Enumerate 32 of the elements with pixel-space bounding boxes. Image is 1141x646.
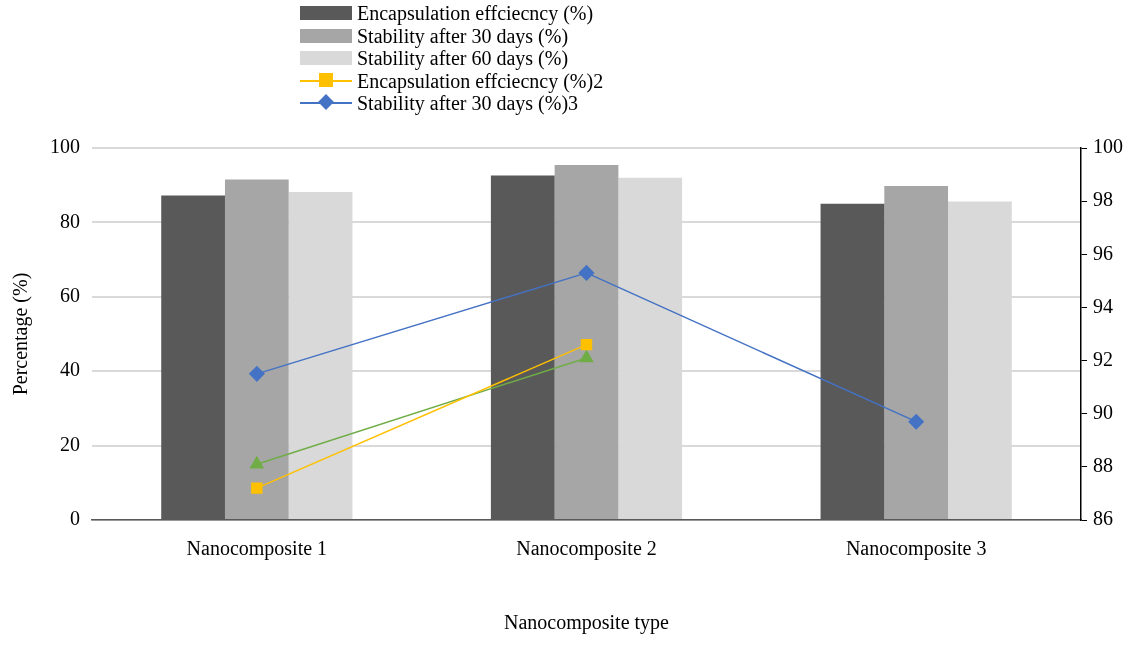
y2-tick-label: 98 (1093, 188, 1113, 211)
y2-tick-label: 86 (1093, 507, 1113, 530)
y2-tick-label: 96 (1093, 241, 1113, 264)
legend-label: Stability after 60 days (%) (357, 47, 569, 70)
y2-tick-label: 100 (1093, 135, 1123, 158)
legend-label: Encapsulation effciecncy (%) (357, 2, 594, 25)
y-tick-label: 20 (60, 432, 80, 455)
point (908, 413, 924, 430)
y-tick-label: 60 (60, 284, 80, 307)
bar (554, 165, 619, 519)
y2-tick-label: 90 (1093, 400, 1113, 423)
legend-label: Stability after 30 days (%) (357, 24, 569, 47)
point (580, 338, 593, 351)
point (251, 482, 263, 494)
y-tick-label: 40 (60, 358, 80, 381)
bar (884, 185, 949, 519)
legend-label: Stability after 30 days (%)3 (357, 92, 579, 115)
bar (224, 179, 289, 519)
y2-tick-label: 92 (1093, 347, 1113, 370)
y2-tick-label: 88 (1093, 454, 1113, 477)
y-tick-label: 0 (70, 507, 80, 530)
point (249, 366, 265, 382)
y2-tick-label: 94 (1093, 294, 1113, 317)
point (578, 265, 595, 281)
y-tick-label: 80 (60, 209, 80, 232)
x-axis-title: Nanocomposite type (504, 611, 670, 635)
x-tick-label: Nanocomposite 3 (845, 537, 987, 561)
x-tick-label: Nanocomposite 2 (516, 537, 657, 561)
y-axis-title: Percentage (%) (9, 272, 33, 396)
legend-label: Encapsulation effciecncy (%)2 (357, 69, 604, 92)
y-tick-label: 100 (50, 135, 80, 158)
x-tick-label: Nanocomposite 1 (186, 537, 328, 561)
